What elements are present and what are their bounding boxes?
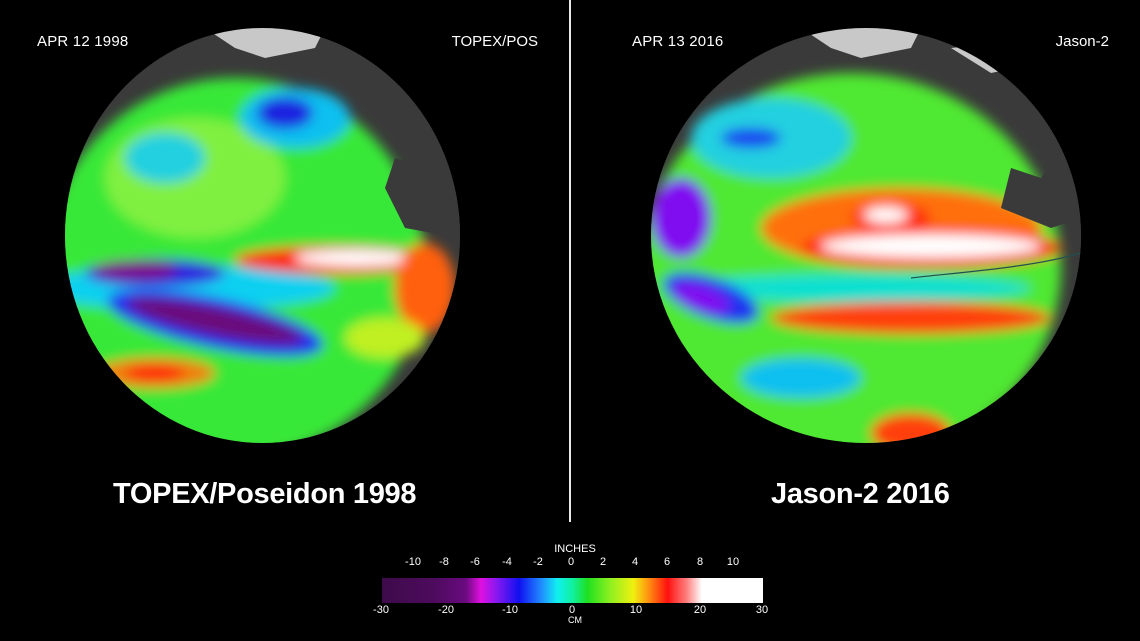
inch-tick: -4 <box>502 556 512 568</box>
inch-tick: 10 <box>726 556 740 568</box>
globe-map <box>651 28 1081 443</box>
cm-ticks: -30 -20 -10 0 10 20 30 <box>373 604 768 618</box>
cm-tick: 10 <box>629 604 643 616</box>
color-scale-legend: INCHES -10 -8 -6 -4 -2 0 2 4 6 8 10 -30 … <box>370 540 780 625</box>
legend-unit-cm: CM <box>568 615 582 625</box>
cm-tick: 20 <box>693 604 707 616</box>
legend-unit-inches: INCHES <box>554 543 596 555</box>
inch-tick: 2 <box>599 556 607 568</box>
inch-tick: 6 <box>663 556 671 568</box>
inch-tick: -6 <box>470 556 480 568</box>
color-bar <box>382 578 763 603</box>
cm-tick: 30 <box>755 604 769 616</box>
cm-tick: -20 <box>438 604 454 616</box>
inch-tick: -10 <box>405 556 421 568</box>
cm-tick: -30 <box>373 604 389 616</box>
satellite-label: Jason-2 <box>1055 33 1109 50</box>
panel-caption: TOPEX/Poseidon 1998 <box>113 478 417 510</box>
globe-map <box>65 28 460 443</box>
cm-tick: 0 <box>568 604 576 616</box>
panel-1998: APR 12 1998 TOPEX/POS <box>0 0 569 641</box>
divider <box>569 0 571 522</box>
panel-caption: Jason-2 2016 <box>771 478 950 510</box>
cm-tick: -10 <box>502 604 518 616</box>
inch-tick: 0 <box>567 556 575 568</box>
date-label: APR 13 2016 <box>632 33 724 50</box>
inch-tick: 4 <box>631 556 639 568</box>
inch-ticks: -10 -8 -6 -4 -2 0 2 4 6 8 10 <box>382 556 764 570</box>
inch-tick: 8 <box>696 556 704 568</box>
inch-tick: -2 <box>533 556 543 568</box>
panel-2016: APR 13 2016 Jason-2 <box>571 0 1140 641</box>
date-label: APR 12 1998 <box>37 33 129 50</box>
inch-tick: -8 <box>439 556 449 568</box>
satellite-label: TOPEX/POS <box>451 33 538 50</box>
